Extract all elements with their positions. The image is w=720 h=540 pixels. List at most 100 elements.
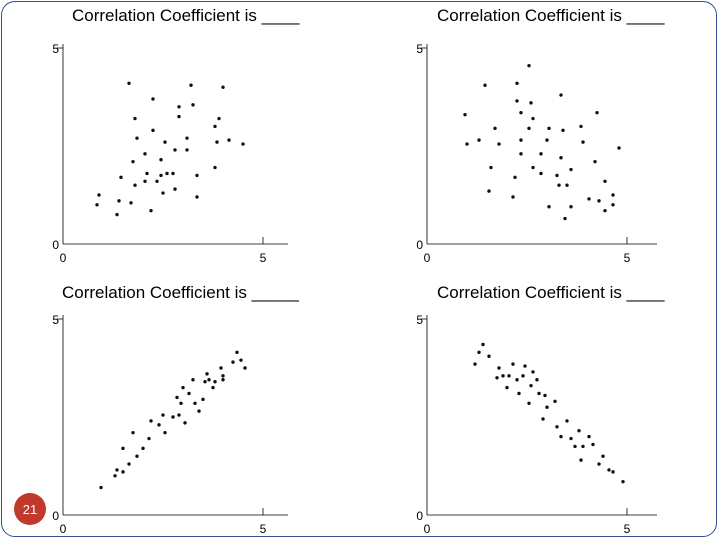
data-point: [117, 199, 121, 203]
data-point: [183, 421, 187, 425]
data-point: [185, 136, 189, 140]
data-point: [161, 191, 165, 195]
x-tick-label: 0: [424, 251, 431, 265]
data-point: [115, 468, 119, 472]
data-point: [527, 126, 531, 131]
data-point: [145, 171, 149, 176]
data-point: [219, 366, 223, 370]
data-point: [185, 148, 189, 152]
data-point: [497, 366, 501, 370]
data-point: [527, 401, 531, 405]
data-point: [537, 391, 541, 396]
data-point: [481, 342, 485, 347]
data-point: [521, 374, 525, 378]
data-point: [171, 415, 175, 419]
data-point: [621, 479, 625, 484]
data-point: [515, 81, 519, 85]
chart-title: Correlation Coefficient is ____: [72, 6, 300, 25]
data-point: [177, 413, 181, 417]
data-point: [463, 112, 467, 117]
data-point: [547, 126, 551, 131]
y-tick-label: 5: [52, 313, 59, 327]
data-point: [243, 366, 247, 370]
data-point: [197, 409, 201, 413]
data-point: [127, 462, 131, 466]
data-point: [179, 401, 183, 405]
data-point: [161, 413, 165, 417]
y-tick-label: 0: [52, 509, 59, 523]
data-point: [193, 401, 197, 405]
data-point: [217, 116, 221, 121]
data-point: [569, 167, 573, 172]
data-point: [569, 436, 573, 441]
data-point: [207, 378, 211, 382]
data-point: [543, 393, 547, 398]
data-point: [239, 358, 243, 362]
data-point: [607, 468, 611, 472]
chart-title: Correlation Coefficient is _____: [62, 283, 299, 302]
data-point: [559, 434, 563, 439]
data-point: [165, 171, 169, 176]
data-point: [597, 199, 601, 203]
data-point: [113, 474, 117, 478]
data-point: [511, 195, 515, 199]
data-point: [561, 128, 565, 133]
data-point: [601, 454, 605, 458]
data-point: [143, 179, 147, 183]
data-point: [517, 391, 521, 396]
data-point: [157, 423, 161, 427]
data-point: [159, 158, 163, 162]
data-point: [513, 175, 517, 180]
data-point: [191, 103, 195, 107]
data-point: [611, 203, 615, 207]
data-point: [535, 378, 539, 382]
data-point: [555, 173, 559, 178]
data-point: [531, 370, 535, 374]
data-point: [141, 446, 145, 451]
data-point: [465, 142, 469, 146]
data-point: [133, 116, 137, 121]
data-point: [565, 419, 569, 423]
data-point: [597, 462, 601, 466]
data-point: [587, 197, 591, 201]
data-point: [611, 193, 615, 197]
data-point: [191, 378, 195, 382]
data-point: [489, 165, 493, 170]
data-point: [473, 362, 477, 366]
data-point: [173, 148, 177, 152]
data-point: [213, 380, 217, 384]
data-point: [121, 446, 125, 451]
data-point: [151, 97, 155, 101]
data-point: [545, 405, 549, 409]
chart-title: Correlation Coefficient is ____: [437, 6, 665, 25]
data-point: [195, 195, 199, 199]
data-point: [221, 374, 225, 378]
data-point: [573, 444, 577, 449]
data-point: [227, 138, 231, 142]
data-point: [135, 454, 139, 458]
y-tick-label: 5: [416, 313, 423, 327]
data-point: [477, 350, 481, 355]
data-point: [529, 101, 533, 105]
data-point: [131, 430, 135, 435]
data-point: [547, 205, 551, 209]
data-point: [603, 179, 607, 183]
data-point: [579, 458, 583, 462]
data-point: [187, 391, 191, 396]
chart-title: Correlation Coefficient is ____: [437, 283, 665, 302]
data-point: [591, 442, 595, 447]
data-point: [541, 417, 545, 421]
data-point: [95, 203, 99, 207]
data-point: [527, 63, 531, 68]
data-point: [577, 429, 581, 433]
data-point: [539, 171, 543, 176]
data-point: [159, 173, 163, 178]
data-point: [563, 216, 567, 221]
data-point: [557, 183, 561, 187]
data-point: [515, 378, 519, 382]
data-point: [559, 156, 563, 160]
